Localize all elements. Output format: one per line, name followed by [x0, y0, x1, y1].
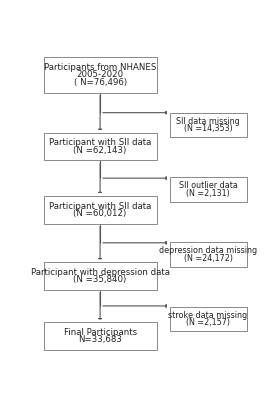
FancyBboxPatch shape — [44, 57, 157, 93]
Text: Participant with SII data: Participant with SII data — [49, 202, 151, 210]
Text: depression data missing: depression data missing — [159, 246, 257, 255]
Text: SII outlier data: SII outlier data — [179, 182, 237, 190]
Text: N=33,683: N=33,683 — [78, 335, 122, 344]
FancyBboxPatch shape — [169, 113, 247, 137]
FancyBboxPatch shape — [44, 133, 157, 160]
FancyBboxPatch shape — [44, 196, 157, 224]
FancyBboxPatch shape — [169, 242, 247, 267]
Text: Final Participants: Final Participants — [64, 328, 137, 337]
Text: (N =62,143): (N =62,143) — [73, 146, 127, 155]
Text: (N =2,157): (N =2,157) — [186, 318, 230, 327]
Text: (N =2,131): (N =2,131) — [186, 189, 230, 198]
Text: (N =60,012): (N =60,012) — [73, 209, 127, 218]
FancyBboxPatch shape — [44, 322, 157, 350]
FancyBboxPatch shape — [44, 262, 157, 290]
FancyBboxPatch shape — [169, 177, 247, 202]
Text: Participant with depression data: Participant with depression data — [31, 268, 170, 277]
Text: (N =14,353): (N =14,353) — [184, 124, 232, 133]
FancyBboxPatch shape — [169, 307, 247, 331]
Text: SII data missing: SII data missing — [176, 117, 240, 126]
Text: Participant with SII data: Participant with SII data — [49, 138, 151, 147]
Text: (N =24,172): (N =24,172) — [184, 254, 233, 262]
Text: ( N=76,496): ( N=76,496) — [74, 78, 127, 87]
Text: stroke data missing: stroke data missing — [169, 311, 248, 320]
Text: 2005-2020: 2005-2020 — [76, 70, 124, 80]
Text: Participants from NHANES: Participants from NHANES — [44, 63, 156, 72]
Text: (N =35,840): (N =35,840) — [73, 275, 127, 284]
